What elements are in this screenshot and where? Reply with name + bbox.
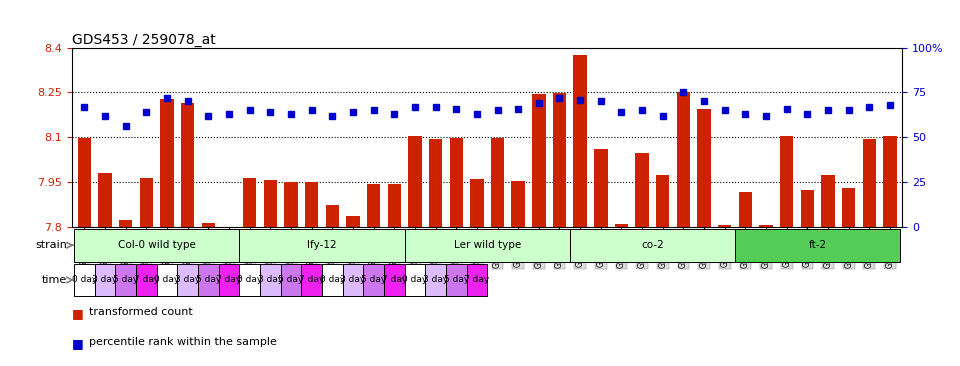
Bar <box>239 229 404 262</box>
Text: transformed count: transformed count <box>89 307 193 317</box>
Bar <box>347 216 360 227</box>
Bar <box>614 224 628 227</box>
Bar <box>491 138 504 227</box>
Text: 0 day: 0 day <box>237 276 262 284</box>
Text: 3 day: 3 day <box>92 276 118 284</box>
Text: 3 day: 3 day <box>423 276 448 284</box>
Text: Ler wild type: Ler wild type <box>453 240 521 250</box>
Bar <box>202 223 215 227</box>
Bar <box>95 264 115 296</box>
Bar <box>467 264 487 296</box>
Bar <box>570 229 735 262</box>
Bar <box>532 94 545 227</box>
Bar <box>780 136 793 227</box>
Bar <box>343 264 363 296</box>
Text: 5 day: 5 day <box>196 276 221 284</box>
Text: 0 day: 0 day <box>155 276 180 284</box>
Bar <box>863 139 876 227</box>
Bar <box>264 180 277 227</box>
Bar <box>160 99 174 227</box>
Bar <box>178 264 198 296</box>
Bar <box>305 182 319 227</box>
Text: 3 day: 3 day <box>340 276 366 284</box>
Text: 7 day: 7 day <box>382 276 407 284</box>
Bar <box>363 264 384 296</box>
Text: 0 day: 0 day <box>72 276 97 284</box>
Bar <box>735 229 900 262</box>
Bar <box>156 264 178 296</box>
Bar <box>78 138 91 227</box>
Bar <box>74 264 95 296</box>
Text: strain: strain <box>36 240 67 250</box>
Text: time: time <box>42 275 67 285</box>
Bar <box>301 264 322 296</box>
Bar <box>842 188 855 227</box>
Text: ft-2: ft-2 <box>808 240 827 250</box>
Bar <box>243 178 256 227</box>
Bar <box>322 264 343 296</box>
Bar <box>512 182 525 227</box>
Bar <box>429 139 443 227</box>
Bar <box>677 92 690 227</box>
Bar <box>573 55 587 227</box>
Text: percentile rank within the sample: percentile rank within the sample <box>89 337 277 347</box>
Bar <box>280 264 301 296</box>
Bar <box>119 220 132 227</box>
Text: Col-0 wild type: Col-0 wild type <box>118 240 196 250</box>
Bar <box>445 264 467 296</box>
Bar <box>115 264 136 296</box>
Text: 3 day: 3 day <box>175 276 201 284</box>
Text: lfy-12: lfy-12 <box>307 240 337 250</box>
Bar <box>74 229 239 262</box>
Text: GDS453 / 259078_at: GDS453 / 259078_at <box>72 33 216 46</box>
Bar <box>98 172 111 227</box>
Bar <box>198 264 219 296</box>
Text: 7 day: 7 day <box>216 276 242 284</box>
Bar <box>325 205 339 227</box>
Bar <box>883 137 897 227</box>
Bar <box>136 264 156 296</box>
Text: ■: ■ <box>72 337 84 350</box>
Text: co-2: co-2 <box>641 240 663 250</box>
Bar <box>139 178 153 227</box>
Bar <box>470 179 484 227</box>
Text: 7 day: 7 day <box>133 276 159 284</box>
Bar <box>553 93 566 227</box>
Bar <box>384 264 404 296</box>
Text: 5 day: 5 day <box>361 276 386 284</box>
Text: 0 day: 0 day <box>320 276 345 284</box>
Bar <box>449 138 463 227</box>
Bar <box>636 153 649 227</box>
Bar <box>801 190 814 227</box>
Text: 3 day: 3 day <box>257 276 283 284</box>
Bar <box>594 149 608 227</box>
Bar <box>404 264 425 296</box>
Text: 5 day: 5 day <box>444 276 468 284</box>
Bar <box>367 184 380 227</box>
Text: 5 day: 5 day <box>278 276 303 284</box>
Bar <box>718 225 732 227</box>
Bar <box>697 109 710 227</box>
Bar <box>404 229 570 262</box>
Bar <box>284 182 298 227</box>
Text: ■: ■ <box>72 307 84 321</box>
Bar <box>181 103 194 227</box>
Bar <box>822 175 835 227</box>
Bar <box>388 184 401 227</box>
Bar <box>219 264 239 296</box>
Bar <box>656 175 669 227</box>
Bar <box>738 192 752 227</box>
Text: 7 day: 7 day <box>465 276 490 284</box>
Text: 7 day: 7 day <box>299 276 324 284</box>
Text: 5 day: 5 day <box>113 276 138 284</box>
Text: 0 day: 0 day <box>402 276 427 284</box>
Bar <box>408 137 421 227</box>
Bar <box>239 264 260 296</box>
Bar <box>759 225 773 227</box>
Bar <box>260 264 280 296</box>
Bar <box>425 264 445 296</box>
